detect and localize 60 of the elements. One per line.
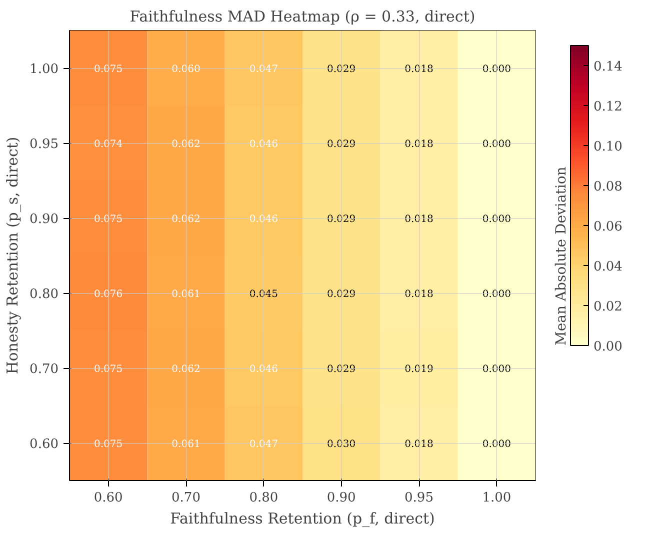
data-label: 0.060 [172, 64, 200, 75]
data-label: 0.046 [249, 214, 278, 225]
data-label: 0.029 [327, 289, 356, 300]
y-tick-label: 0.90 [30, 212, 59, 227]
y-tick-label: 0.70 [30, 362, 59, 377]
data-label: 0.018 [404, 64, 434, 75]
color-bar-label: 0.04 [594, 260, 622, 274]
data-label: 0.075 [94, 214, 123, 225]
data-label: 0.019 [404, 364, 434, 375]
data-label: 0.000 [482, 439, 511, 450]
x-tick-label: 0.95 [404, 490, 434, 506]
data-label: 0.045 [249, 289, 278, 300]
data-label: 0.000 [482, 364, 511, 375]
color-bar-title: Mean Absolute Deviation [554, 166, 570, 346]
x-axis-title: Faithfulness Retention (p_f, direct) [170, 510, 435, 528]
data-label: 0.018 [404, 139, 434, 150]
x-tick-label: 0.60 [94, 490, 123, 506]
data-label: 0.046 [249, 139, 278, 150]
color-bar-label: 0.08 [594, 180, 622, 194]
data-label: 0.018 [404, 214, 434, 225]
x-tick-label: 0.90 [326, 490, 356, 506]
data-label: 0.062 [172, 139, 200, 150]
y-tick-label: 0.80 [30, 287, 59, 302]
color-bar-label: 0.10 [594, 140, 622, 154]
data-label: 0.076 [94, 289, 123, 300]
color-bar-label: 0.06 [594, 220, 622, 234]
data-label: 0.000 [482, 289, 511, 300]
data-label: 0.061 [172, 289, 200, 300]
color-bar-label: 0.02 [594, 300, 622, 314]
data-label: 0.075 [94, 364, 123, 375]
color-bar-label: 0.14 [594, 60, 622, 74]
data-label: 0.029 [327, 214, 356, 225]
y-tick-label: 1.00 [30, 62, 59, 77]
data-label: 0.074 [94, 139, 123, 150]
data-label: 0.030 [327, 439, 356, 450]
data-label: 0.000 [482, 64, 511, 75]
data-label: 0.000 [482, 214, 511, 225]
color-bar-label: 0.12 [594, 100, 622, 114]
x-tick-label: 0.70 [172, 490, 200, 506]
x-tick-label: 1.00 [482, 490, 512, 506]
color-bar-label: 0.00 [594, 340, 622, 354]
data-label: 0.046 [249, 364, 278, 375]
data-label: 0.075 [94, 439, 123, 450]
data-label: 0.029 [327, 64, 356, 75]
chart-title: Faithfulness MAD Heatmap (ρ = 0.33, direct) [130, 8, 476, 26]
data-label: 0.029 [327, 364, 356, 375]
data-label: 0.018 [404, 289, 434, 300]
y-tick-label: 0.95 [30, 137, 59, 152]
y-tick-label: 0.60 [30, 437, 59, 452]
data-label: 0.047 [249, 439, 278, 450]
data-label: 0.075 [94, 64, 123, 75]
data-label: 0.018 [404, 439, 434, 450]
y-axis-title: Honesty Retention (p_s, direct) [4, 136, 22, 374]
data-label: 0.062 [172, 214, 200, 225]
data-label: 0.029 [327, 139, 356, 150]
data-label: 0.062 [172, 364, 200, 375]
data-label: 0.061 [172, 439, 200, 450]
data-label: 0.000 [482, 139, 511, 150]
data-label: 0.047 [249, 64, 278, 75]
x-tick-label: 0.80 [249, 490, 278, 506]
